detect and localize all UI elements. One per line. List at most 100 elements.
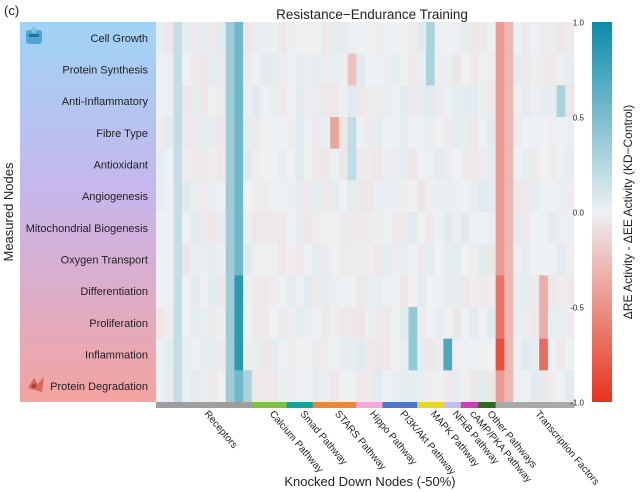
heatmap-cell [408,243,418,276]
heatmap-cell [199,22,209,55]
heatmap-cell [225,22,235,55]
heatmap-cell [556,117,566,150]
heatmap-cell [243,307,253,340]
heatmap-cell [338,243,348,276]
heatmap-cell [373,307,383,340]
heatmap-cell [452,307,462,340]
heatmap-cell [295,338,305,371]
group-bar-segment [286,402,314,408]
heatmap-cell [260,307,270,340]
heatmap-cell [382,243,392,276]
heatmap-cell [391,117,401,150]
heatmap-cell [539,370,549,403]
row-label: Angiogenesis [82,191,149,203]
heatmap-cell [460,148,470,181]
heatmap-cell [208,148,218,181]
heatmap-cell [312,275,322,308]
heatmap-cell [277,85,288,118]
heatmap-cell [521,307,531,340]
heatmap-cell [408,53,418,86]
heatmap-cell [408,22,418,55]
heatmap-cell [521,243,531,276]
heatmap-cell [486,307,497,340]
heatmap-cell [321,243,331,276]
heatmap-cell [243,275,253,308]
heatmap-cell [234,307,244,340]
group-bar-segment [251,402,287,408]
heatmap-cell [277,370,288,403]
heatmap-cell [173,117,183,150]
heatmap-cell [478,307,488,340]
heatmap-cell [460,53,470,86]
heatmap-cell [330,338,340,371]
heatmap-cell [530,243,540,276]
heatmap-cell [304,148,314,181]
heatmap-cell [347,275,357,308]
heatmap-cell [330,370,340,403]
heatmap-cell [321,117,331,150]
heatmap-cell [225,275,235,308]
heatmap-cell [295,180,305,213]
heatmap-cell [243,53,253,86]
heatmap-cell [417,180,427,213]
heatmap-cell [330,148,340,181]
heatmap-cell [408,307,418,340]
heatmap-cell [565,180,575,213]
heatmap-cell [277,212,288,245]
heatmap-cell [530,212,540,245]
heatmap-cell [225,212,235,245]
heatmap-cell [182,338,192,371]
heatmap-cell [452,243,462,276]
row-label: Fibre Type [96,128,148,140]
heatmap-cell [312,117,322,150]
heatmap-cell [460,117,470,150]
heatmap-cell [208,338,218,371]
heatmap-cell [565,22,575,55]
heatmap-cell [338,117,348,150]
heatmap-cell [260,275,270,308]
heatmap-cell [469,212,479,245]
heatmap-cell [182,117,192,150]
heatmap-cell [513,53,523,86]
heatmap-cell [382,148,392,181]
heatmap-cell [373,212,383,245]
heatmap-cell [373,275,383,308]
heatmap-cell [173,53,183,86]
heatmap-cell [312,370,322,403]
heatmap-cell [182,370,192,403]
heatmap-cell [391,243,401,276]
heatmap-cell [208,275,218,308]
heatmap-cell [286,307,296,340]
heatmap-cell [486,22,497,55]
heatmap-cell [547,275,557,308]
heatmap-cell [234,370,244,403]
heatmap-cell [225,243,235,276]
heatmap-cell [539,117,549,150]
heatmap-cell [182,180,192,213]
heatmap-cell [216,370,227,403]
heatmap-cell [565,148,575,181]
heatmap-cell [156,148,166,181]
chart-title: Resistance−Endurance Training [276,7,468,22]
heatmap-cell [304,212,314,245]
heatmap-cell [408,180,418,213]
heatmap-cell [391,148,401,181]
heatmap-cell [251,243,261,276]
heatmap-cell [321,275,331,308]
heatmap-cell [269,148,279,181]
heatmap-cell [156,117,166,150]
heatmap-cell [199,117,209,150]
heatmap-cell [382,370,392,403]
row-label: Anti-Inflammatory [62,96,149,108]
heatmap-cell [199,307,209,340]
heatmap-cell [513,338,523,371]
heatmap-cell [164,22,174,55]
heatmap-cell [356,338,366,371]
heatmap-cell [338,212,348,245]
heatmap-cell [347,212,357,245]
heatmap-cell [338,22,348,55]
heatmap-cell [304,117,314,150]
heatmap-cell [365,53,375,86]
heatmap-cell [356,275,366,308]
